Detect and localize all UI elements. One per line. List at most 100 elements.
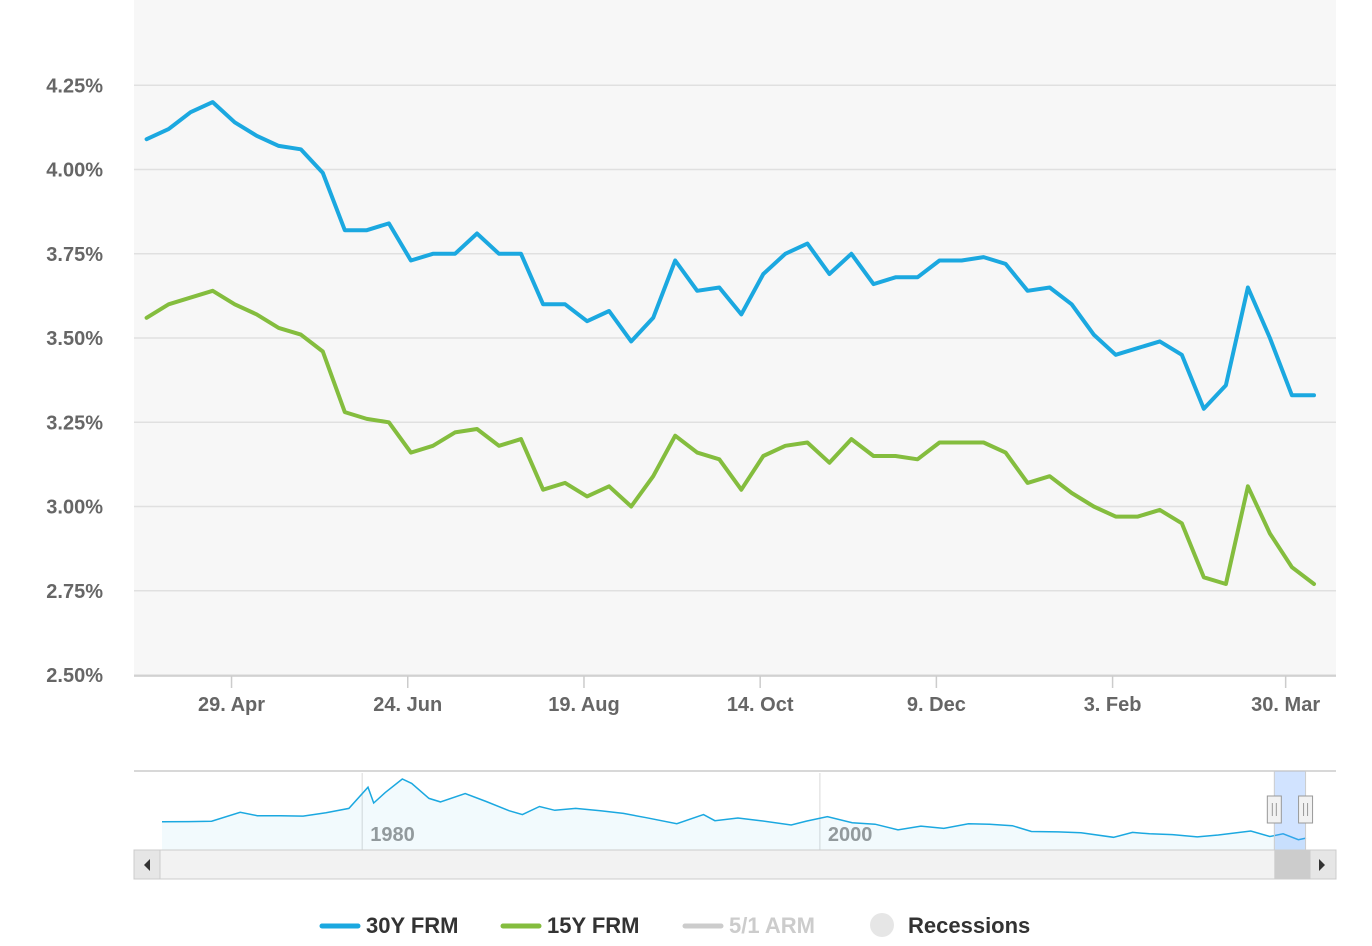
data-point[interactable]	[650, 473, 656, 479]
legend-item-recessions[interactable]: Recessions	[870, 913, 1030, 938]
data-point[interactable]	[1069, 490, 1075, 496]
scrollbar[interactable]	[133, 849, 1337, 880]
data-point[interactable]	[1113, 352, 1119, 358]
data-point[interactable]	[1157, 338, 1163, 344]
data-point[interactable]	[496, 251, 502, 257]
data-point[interactable]	[672, 433, 678, 439]
legend-item-5-1-arm[interactable]: 5/1 ARM	[682, 913, 815, 938]
scrollbar-track[interactable]	[133, 849, 1337, 880]
data-point[interactable]	[959, 439, 965, 445]
data-point[interactable]	[782, 251, 788, 257]
data-point[interactable]	[364, 416, 370, 422]
data-point[interactable]	[760, 453, 766, 459]
data-point[interactable]	[1267, 530, 1273, 536]
data-point[interactable]	[981, 439, 987, 445]
data-point[interactable]	[1223, 581, 1229, 587]
data-point[interactable]	[1135, 345, 1141, 351]
data-point[interactable]	[738, 311, 744, 317]
data-point[interactable]	[1201, 574, 1207, 580]
data-point[interactable]	[452, 251, 458, 257]
data-point[interactable]	[232, 119, 238, 125]
data-point[interactable]	[430, 443, 436, 449]
data-point[interactable]	[1135, 514, 1141, 520]
data-point[interactable]	[1245, 284, 1251, 290]
data-point[interactable]	[1047, 284, 1053, 290]
data-point[interactable]	[606, 483, 612, 489]
data-point[interactable]	[1289, 392, 1295, 398]
data-point[interactable]	[628, 338, 634, 344]
data-point[interactable]	[1091, 332, 1097, 338]
scrollbar-thumb[interactable]	[1274, 850, 1310, 879]
data-point[interactable]	[937, 257, 943, 263]
data-point[interactable]	[826, 460, 832, 466]
data-point[interactable]	[1245, 483, 1251, 489]
data-point[interactable]	[518, 251, 524, 257]
data-point[interactable]	[1289, 564, 1295, 570]
data-point[interactable]	[981, 254, 987, 260]
data-point[interactable]	[804, 241, 810, 247]
data-point[interactable]	[628, 504, 634, 510]
data-point[interactable]	[474, 231, 480, 237]
data-point[interactable]	[254, 133, 260, 139]
data-point[interactable]	[1179, 352, 1185, 358]
data-point[interactable]	[1003, 450, 1009, 456]
data-point[interactable]	[298, 332, 304, 338]
navigator-handle-right[interactable]	[1298, 795, 1314, 824]
data-point[interactable]	[1113, 514, 1119, 520]
data-point[interactable]	[584, 493, 590, 499]
data-point[interactable]	[694, 288, 700, 294]
handle-grip[interactable]	[1298, 795, 1314, 824]
data-point[interactable]	[1157, 507, 1163, 513]
data-point[interactable]	[210, 99, 216, 105]
data-point[interactable]	[408, 257, 414, 263]
data-point[interactable]	[606, 308, 612, 314]
data-point[interactable]	[1025, 288, 1031, 294]
data-point[interactable]	[1069, 301, 1075, 307]
data-point[interactable]	[210, 288, 216, 294]
data-point[interactable]	[320, 170, 326, 176]
data-point[interactable]	[320, 348, 326, 354]
data-point[interactable]	[430, 251, 436, 257]
data-point[interactable]	[254, 311, 260, 317]
data-point[interactable]	[870, 281, 876, 287]
legend-item-15y-frm[interactable]: 15Y FRM	[500, 913, 640, 938]
data-point[interactable]	[716, 284, 722, 290]
data-point[interactable]	[760, 271, 766, 277]
data-point[interactable]	[540, 301, 546, 307]
data-point[interactable]	[452, 429, 458, 435]
data-point[interactable]	[144, 315, 150, 321]
series-line-15y-frm[interactable]	[144, 288, 1316, 586]
data-point[interactable]	[1311, 581, 1317, 587]
data-point[interactable]	[1025, 480, 1031, 486]
data-point[interactable]	[1179, 520, 1185, 526]
data-point[interactable]	[364, 227, 370, 233]
data-point[interactable]	[232, 301, 238, 307]
data-point[interactable]	[1223, 382, 1229, 388]
legend-item-30y-frm[interactable]: 30Y FRM	[319, 913, 459, 938]
handle-grip[interactable]	[1266, 795, 1282, 824]
data-point[interactable]	[694, 450, 700, 456]
data-point[interactable]	[672, 257, 678, 263]
data-point[interactable]	[342, 227, 348, 233]
data-point[interactable]	[1091, 504, 1097, 510]
data-point[interactable]	[1311, 392, 1317, 398]
data-point[interactable]	[584, 318, 590, 324]
data-point[interactable]	[782, 443, 788, 449]
series-line-30y-frm[interactable]	[144, 100, 1316, 411]
data-point[interactable]	[276, 143, 282, 149]
data-point[interactable]	[540, 487, 546, 493]
data-point[interactable]	[1003, 261, 1009, 267]
data-point[interactable]	[1047, 473, 1053, 479]
data-point[interactable]	[892, 274, 898, 280]
data-point[interactable]	[1201, 406, 1207, 412]
data-point[interactable]	[518, 436, 524, 442]
data-point[interactable]	[474, 426, 480, 432]
navigator[interactable]: 1980 2000	[134, 770, 1336, 851]
data-point[interactable]	[562, 480, 568, 486]
data-point[interactable]	[562, 301, 568, 307]
data-point[interactable]	[188, 109, 194, 115]
data-point[interactable]	[188, 295, 194, 301]
data-point[interactable]	[826, 271, 832, 277]
data-point[interactable]	[408, 450, 414, 456]
data-point[interactable]	[716, 456, 722, 462]
